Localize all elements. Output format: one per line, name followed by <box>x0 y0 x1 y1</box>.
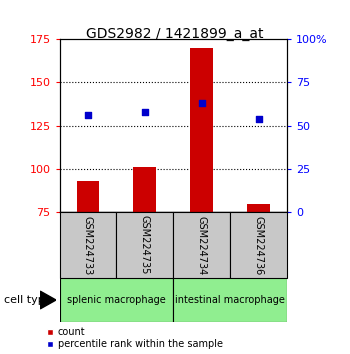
Bar <box>116 212 173 278</box>
Text: splenic macrophage: splenic macrophage <box>67 295 166 305</box>
Bar <box>133 167 156 212</box>
Text: GSM224735: GSM224735 <box>140 216 150 275</box>
Point <box>256 116 261 121</box>
Text: GSM224733: GSM224733 <box>83 216 93 275</box>
Legend: count, percentile rank within the sample: count, percentile rank within the sample <box>47 327 223 349</box>
Bar <box>230 212 287 278</box>
Text: GSM224736: GSM224736 <box>253 216 264 275</box>
Bar <box>173 278 287 322</box>
Bar <box>173 212 230 278</box>
Text: GDS2982 / 1421899_a_at: GDS2982 / 1421899_a_at <box>86 27 264 41</box>
Point <box>142 109 148 115</box>
Point <box>85 113 91 118</box>
Text: GSM224734: GSM224734 <box>197 216 207 275</box>
Bar <box>190 47 213 212</box>
Text: cell type: cell type <box>4 295 51 305</box>
Bar <box>60 212 116 278</box>
Polygon shape <box>40 291 56 309</box>
Bar <box>77 181 99 212</box>
Bar <box>247 204 270 212</box>
Bar <box>60 278 173 322</box>
Point <box>199 100 204 106</box>
Text: intestinal macrophage: intestinal macrophage <box>175 295 285 305</box>
